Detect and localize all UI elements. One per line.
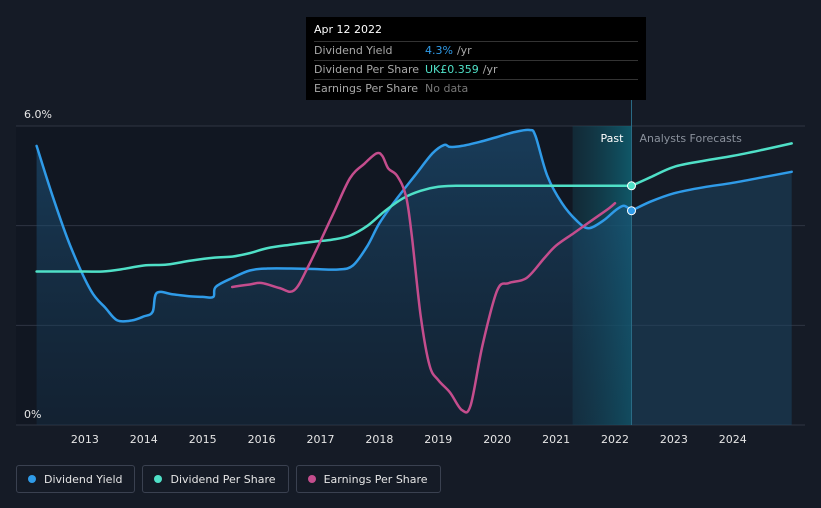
legend-item-earnings-per-share[interactable]: Earnings Per Share (295, 465, 441, 493)
tooltip-value: UK£0.359 (425, 63, 479, 76)
x-tick-label: 2019 (424, 433, 452, 446)
legend-dot-icon (307, 475, 316, 483)
tooltip-label: Dividend Yield (314, 44, 393, 57)
dividend-yield-forecast-area (631, 171, 792, 425)
x-tick-label: 2013 (71, 433, 99, 446)
past-label: Past (601, 132, 625, 145)
x-tick-label: 2016 (248, 433, 276, 446)
dividend-yield-point (626, 206, 636, 216)
x-tick-label: 2021 (542, 433, 570, 446)
dividend-yield-line (35, 128, 633, 323)
forecast-label: Analysts Forecasts (639, 132, 742, 145)
tooltip-unit: /yr (456, 44, 472, 57)
legend-label: Earnings Per Share (323, 472, 428, 486)
tooltip-label: Earnings Per Share (314, 82, 419, 95)
tooltip-row-earnings-per-share: Earnings Per Share No data (314, 79, 638, 98)
x-tick-label: 2014 (130, 433, 158, 446)
legend-item-dividend-per-share[interactable]: Dividend Per Share (142, 465, 289, 493)
y-axis-bottom-label: 0% (24, 408, 41, 421)
x-tick-label: 2018 (365, 433, 393, 446)
tooltip-row-dividend-per-share: Dividend Per Share UK£0.359 /yr (314, 60, 638, 79)
legend-dot-icon (154, 475, 163, 483)
dividend-yield-forecast-line (630, 170, 793, 212)
x-tick-label: 2020 (483, 433, 511, 446)
x-tick-label: 2017 (307, 433, 335, 446)
y-axis-top-label: 6.0% (24, 108, 52, 121)
tooltip-row-dividend-yield: Dividend Yield 4.3% /yr (314, 41, 638, 60)
tooltip: Apr 12 2022 Dividend Yield 4.3% /yr Divi… (306, 17, 646, 100)
dividend-per-share-point (626, 181, 636, 191)
legend-dot-icon (28, 475, 36, 483)
earnings-per-share-line (230, 151, 617, 414)
x-tick-label: 2015 (189, 433, 217, 446)
legend-item-dividend-yield[interactable]: Dividend Yield (16, 465, 136, 493)
tooltip-unit: /yr (482, 63, 498, 76)
tooltip-value: 4.3% (425, 44, 453, 57)
tooltip-value: No data (425, 82, 469, 95)
x-tick-label: 2022 (601, 433, 629, 446)
x-tick-label: 2024 (719, 433, 747, 446)
dividend-per-share-line (35, 184, 633, 273)
dividend-yield-area (36, 129, 632, 425)
x-tick-label: 2023 (660, 433, 688, 446)
dividend-per-share-forecast-line (630, 142, 793, 188)
tooltip-date: Apr 12 2022 (314, 23, 383, 36)
legend-label: Dividend Yield (44, 472, 123, 486)
tooltip-label: Dividend Per Share (314, 63, 420, 76)
legend-label: Dividend Per Share (170, 472, 276, 486)
legend: Dividend Yield Dividend Per Share Earnin… (16, 465, 448, 493)
